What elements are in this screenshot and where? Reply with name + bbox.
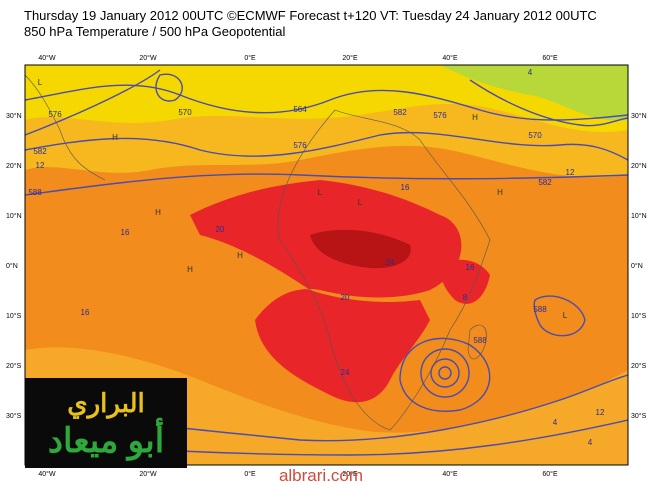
- contour-label: 16: [81, 308, 90, 317]
- pressure-marker: L: [318, 188, 323, 197]
- contour-line: [438, 366, 452, 380]
- pressure-marker: L: [563, 311, 568, 320]
- contour-line: [25, 69, 161, 136]
- contour-line: [25, 173, 628, 196]
- lon-label: 40°E: [442, 54, 458, 62]
- lon-label: 40°E: [442, 470, 458, 478]
- lon-label: 40°W: [38, 470, 56, 478]
- contour-label: 588: [28, 188, 42, 197]
- lat-label: 30°S: [6, 412, 22, 420]
- pressure-marker: H: [155, 208, 161, 217]
- contour-label: 588: [533, 305, 547, 314]
- contour-label: 4: [528, 68, 533, 77]
- contour-line: [25, 131, 628, 161]
- logo-top: البراري: [67, 388, 144, 419]
- pressure-marker: H: [187, 265, 193, 274]
- contour-label: 20: [341, 293, 350, 302]
- lat-label: 0°N: [631, 262, 643, 270]
- lon-label: 20°E: [342, 470, 358, 478]
- lon-label: 40°W: [38, 54, 56, 62]
- contour-line: [155, 73, 183, 102]
- lat-label: 30°N: [631, 112, 647, 120]
- contour-line: [25, 84, 628, 121]
- contour-line: [430, 358, 460, 388]
- lat-label: 30°S: [631, 412, 647, 420]
- contour-label: 24: [386, 258, 395, 267]
- lat-label: 20°N: [6, 162, 22, 170]
- lon-label: 60°E: [542, 54, 558, 62]
- contour-label: 4: [553, 418, 558, 427]
- field-cool: [440, 65, 628, 121]
- contour-label: 16: [466, 263, 475, 272]
- lat-label: 0°N: [6, 262, 18, 270]
- lon-label: 20°W: [139, 470, 157, 478]
- pressure-marker: L: [38, 78, 43, 87]
- contour-label: 8: [463, 293, 468, 302]
- lon-label: 0°E: [244, 54, 256, 62]
- contour-label: 576: [293, 141, 307, 150]
- pressure-marker: H: [112, 133, 118, 142]
- field-hot: [190, 180, 462, 403]
- contour-label: 20: [216, 225, 225, 234]
- lon-label: 0°E: [244, 470, 256, 478]
- lat-label: 10°N: [6, 212, 22, 220]
- lat-label: 10°N: [631, 212, 647, 220]
- contour-label: 24: [341, 368, 350, 377]
- contour-line: [420, 348, 470, 398]
- labels: 40°W 40°W 20°W 20°W 0°E 0°E 20°E 20°E 40°E 40°E 60…: [6, 54, 647, 478]
- contour-label: 570: [178, 108, 192, 117]
- pressure-marker: L: [358, 198, 363, 207]
- coastline: [277, 109, 491, 431]
- lat-label: 30°N: [6, 112, 22, 120]
- coastline: [24, 74, 106, 181]
- contour-label: 582: [33, 147, 47, 156]
- lat-label: 10°S: [6, 312, 22, 320]
- pressure-marker: H: [237, 251, 243, 260]
- map-frame: [24, 64, 629, 466]
- contour-label: 16: [121, 228, 130, 237]
- logo-box: [25, 378, 187, 468]
- field-mild: [25, 65, 628, 133]
- lon-label: 20°E: [342, 54, 358, 62]
- contour-label: 588: [473, 336, 487, 345]
- lat-label: 20°S: [6, 362, 22, 370]
- subtitle: 850 hPa Temperature / 500 hPa Geopotenti…: [24, 24, 286, 39]
- contour-line: [533, 295, 586, 337]
- pressure-marker: H: [472, 113, 478, 122]
- pressure-marker: H: [497, 188, 503, 197]
- contour-label: 582: [393, 108, 407, 117]
- contour-label: 576: [433, 111, 447, 120]
- contour-label: 12: [596, 408, 605, 417]
- contour-label: 4: [588, 438, 593, 447]
- watermark: albrari.com: [279, 466, 363, 485]
- contour-label: 12: [36, 161, 45, 170]
- lat-label: 20°N: [631, 162, 647, 170]
- logo-bottom: أبو ميعاد: [48, 418, 164, 461]
- field-hottest: [310, 229, 411, 269]
- contour-label: 582: [538, 178, 552, 187]
- contour-label: 12: [566, 168, 575, 177]
- contour-label: 570: [528, 131, 542, 140]
- lat-label: 10°S: [631, 312, 647, 320]
- contour-label: 16: [401, 183, 410, 192]
- contour-label: 564: [293, 105, 307, 114]
- lat-label: 20°S: [631, 362, 647, 370]
- contour-line: [399, 337, 491, 412]
- contour-line: [469, 79, 628, 127]
- field-hot-east: [440, 259, 490, 304]
- title: Thursday 19 January 2012 00UTC ©ECMWF Fo…: [24, 8, 597, 23]
- contour-label: 576: [48, 110, 62, 119]
- lon-label: 60°E: [542, 470, 558, 478]
- lon-label: 20°W: [139, 54, 157, 62]
